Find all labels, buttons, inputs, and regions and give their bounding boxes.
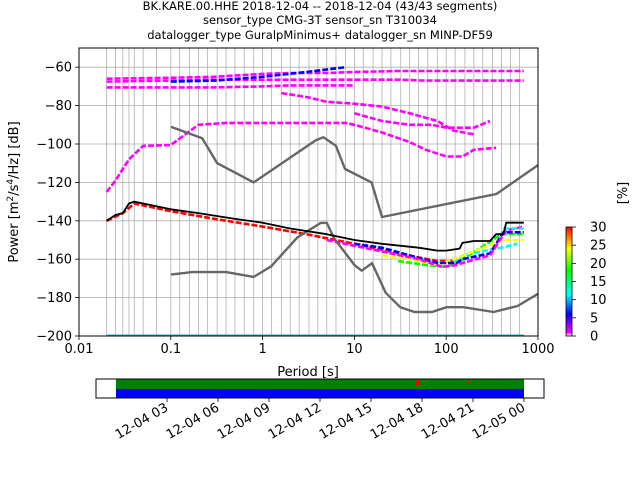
timeline-band-blue — [116, 389, 524, 398]
density-band-4 — [105, 121, 497, 193]
y-tick-label-2: −160 — [36, 253, 72, 268]
timeline-gap-marker — [416, 380, 419, 385]
y-axis-ticks: −200 −180 −160 −140 −120 −100 −80 −60 — [36, 61, 79, 345]
title-line-3: datalogger_type GuralpMinimus+ datalogge… — [147, 28, 493, 42]
x-tick-label-3: 10 — [346, 342, 363, 357]
colorbar-tick-label-3: 15 — [590, 275, 607, 290]
density-band-2 — [106, 84, 355, 89]
density-band-6 — [170, 65, 346, 83]
colorbar-tick-label-5: 25 — [590, 239, 607, 254]
series-line-mode — [106, 200, 524, 252]
y-tick-label-4: −120 — [36, 176, 72, 191]
noise-model-lines — [106, 125, 539, 314]
title-line-1: BK.KARE.00.HHE 2018-12-04 -- 2018-12-04 … — [143, 0, 498, 13]
colorbar: 0 5 10 15 20 25 30 [%] — [565, 182, 631, 345]
colorbar-gradient — [565, 226, 573, 337]
density-band-0 — [106, 69, 524, 80]
y-tick-label-1: −180 — [36, 291, 72, 306]
x-tick-label-1: 0.1 — [160, 342, 181, 357]
timeline-tick-label-7: 12-05 00 — [470, 400, 528, 442]
density-band-1 — [106, 78, 524, 83]
psd-plot-area: 0.01 0.1 1 10 100 1000 −200 −180 −160 −140 −120 −1… — [6, 47, 555, 380]
colorbar-label: [%] — [616, 182, 631, 205]
timeline-tick-label-4: 12-04 15 — [317, 400, 375, 442]
y-tick-label-5: −100 — [36, 138, 72, 153]
y-tick-label-3: −140 — [36, 214, 72, 229]
y-tick-label-7: −60 — [45, 61, 72, 76]
colorbar-tick-label-4: 20 — [590, 257, 607, 272]
plot-frame — [78, 47, 539, 337]
timeline-tick-label-2: 12-04 09 — [215, 400, 273, 442]
timeline-band-green — [116, 379, 524, 389]
x-tick-label-4: 100 — [434, 342, 459, 357]
density-band-12 — [326, 225, 525, 269]
timeline-tick-label-0: 12-04 03 — [113, 400, 171, 442]
colorbar-ticks: 0 5 10 15 20 25 30 — [572, 221, 607, 345]
plot-background — [79, 48, 538, 336]
y-tick-label-0: −200 — [36, 330, 72, 345]
colorbar-tick-label-2: 10 — [590, 293, 607, 308]
colorbar-tick-label-6: 30 — [590, 221, 607, 236]
density-band-3 — [281, 91, 475, 136]
colorbar-tick-label-1: 5 — [590, 311, 598, 326]
x-tick-label-2: 1 — [258, 342, 266, 357]
timeline-gap-marker-2 — [467, 381, 469, 384]
x-axis-ticks: 0.01 0.1 1 10 100 1000 — [65, 336, 555, 357]
x-tick-label-5: 1000 — [521, 342, 554, 357]
timeline-tick-label-3: 12-04 12 — [266, 400, 324, 442]
probability-density — [105, 65, 525, 336]
y-tick-label-6: −80 — [45, 99, 72, 114]
timeline-tick-label-5: 12-04 18 — [368, 400, 426, 442]
series-line-nhnm — [170, 125, 539, 219]
chart-title: BK.KARE.00.HHE 2018-12-04 -- 2018-12-04 … — [143, 0, 498, 42]
density-band-5 — [354, 112, 491, 129]
x-axis-label: Period [s] — [277, 365, 339, 380]
timeline-tick-label-1: 12-04 06 — [164, 400, 222, 442]
timeline-tick-label-6: 12-04 21 — [419, 400, 477, 442]
series-line-nlnm — [170, 221, 539, 314]
x-tick-label-0: 0.01 — [65, 342, 94, 357]
colorbar-tick-label-0: 0 — [590, 330, 598, 345]
title-line-2: sensor_type CMG-3T sensor_sn T310034 — [203, 13, 437, 27]
y-axis-label: Power [m2/s4/Hz] [dB] — [6, 121, 22, 262]
